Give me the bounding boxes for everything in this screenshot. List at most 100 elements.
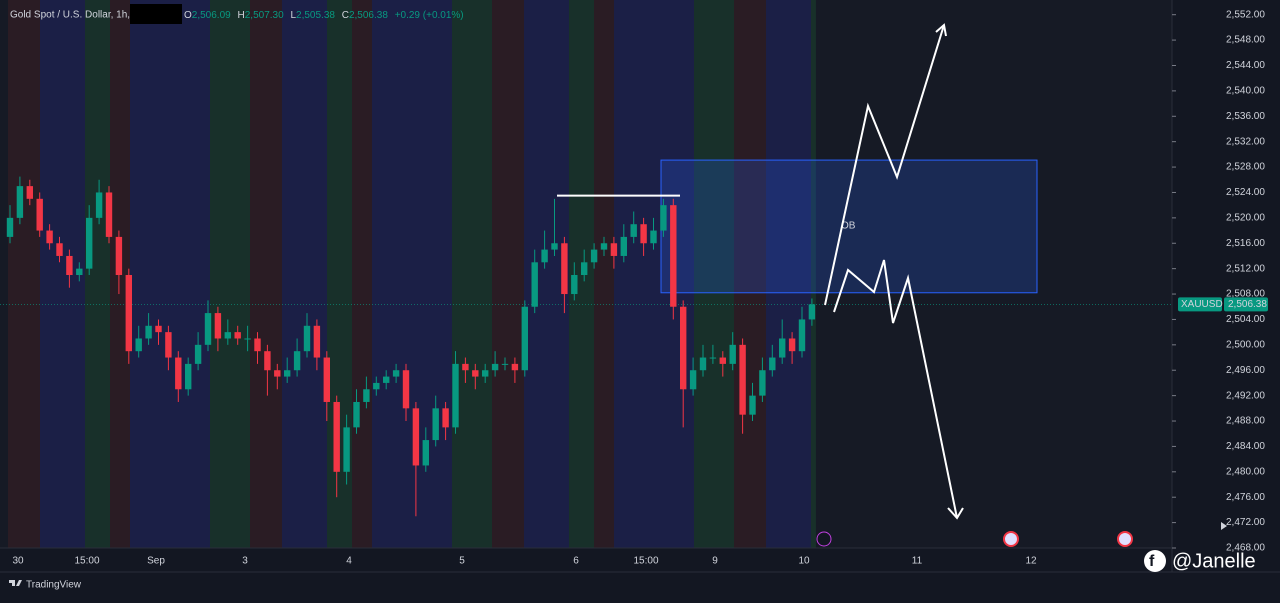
- candle-body: [482, 370, 489, 377]
- ohlc: O2,506.09 H2,507.30 L2,505.38 C2,506.38 …: [184, 10, 464, 21]
- bull-path: [824, 24, 945, 306]
- candle-body: [581, 262, 588, 275]
- candle-body: [798, 319, 806, 352]
- x-tick-label: 30: [12, 556, 24, 567]
- candle-body: [333, 401, 340, 472]
- x-tick-label: 6: [573, 556, 579, 567]
- candle-body: [86, 217, 93, 269]
- price-tag: [1224, 297, 1268, 312]
- candle-body: [412, 408, 420, 466]
- session-band: [250, 0, 282, 548]
- candle-body: [353, 401, 360, 428]
- candle-body: [670, 205, 677, 307]
- change: +0.29 (+0.01%): [395, 10, 464, 21]
- candle-body: [194, 344, 202, 364]
- candle-body: [76, 268, 83, 275]
- candle-body: [95, 192, 103, 218]
- y-tick-label: 2,524.00: [1226, 187, 1265, 198]
- candle-body: [571, 275, 578, 295]
- logo: [9, 580, 22, 586]
- candle-body: [373, 382, 380, 390]
- label: C: [342, 10, 349, 21]
- candle-body: [145, 325, 152, 339]
- label: O: [184, 10, 192, 21]
- candle-body: [620, 236, 627, 256]
- session-band: [417, 0, 452, 548]
- x-tick-label: 15:00: [633, 556, 658, 567]
- candle-body: [600, 243, 608, 250]
- candle-body: [769, 357, 776, 371]
- session-band: [694, 0, 734, 548]
- candle-body: [531, 262, 538, 307]
- candle-body: [779, 338, 786, 358]
- y-tick-label: 2,512.00: [1226, 263, 1265, 274]
- y-tick-label: 2,516.00: [1226, 238, 1265, 249]
- candle-body: [234, 332, 241, 339]
- candle-body: [749, 395, 756, 415]
- candle-body: [155, 325, 162, 333]
- x-tick-label: 3: [242, 556, 248, 567]
- x-tick-label: Sep: [147, 556, 165, 567]
- candle-body: [660, 205, 667, 231]
- candle-body: [709, 357, 717, 359]
- candle-body: [185, 363, 192, 390]
- candle-body: [699, 357, 707, 371]
- session-band: [811, 0, 816, 548]
- candle-body: [541, 249, 548, 263]
- footer: TradingView f @Janelle: [9, 550, 1256, 591]
- ob-label: OB: [841, 221, 856, 232]
- candle-body: [135, 338, 142, 352]
- candle-body: [501, 363, 509, 365]
- candle-body: [284, 370, 291, 377]
- candle-body: [36, 198, 43, 231]
- candle-body: [214, 313, 222, 339]
- candle-body: [452, 363, 459, 428]
- session-band: [614, 0, 659, 548]
- session-band: [734, 0, 766, 548]
- y-tick-label: 2,496.00: [1226, 365, 1265, 376]
- candle-body: [689, 370, 697, 390]
- candle-body: [274, 370, 281, 377]
- candle-body: [590, 249, 598, 263]
- candle-body: [640, 224, 647, 244]
- session-band: [282, 0, 327, 548]
- y-tick-label: 2,552.00: [1226, 9, 1265, 20]
- y-tick-label: 2,536.00: [1226, 111, 1265, 122]
- watermark: @Janelle: [1172, 550, 1256, 572]
- candle-body: [46, 230, 53, 244]
- time-axis: [0, 548, 1172, 572]
- candle-body: [719, 357, 726, 364]
- candle-body: [650, 230, 657, 244]
- candle-body: [561, 243, 568, 295]
- scroll-button[interactable]: [1221, 522, 1227, 530]
- candle-body: [293, 351, 301, 371]
- session-band: [8, 0, 40, 548]
- y-tick-label: 2,504.00: [1226, 314, 1265, 325]
- symbol-tag: XAUUSD: [1181, 299, 1223, 310]
- event-icon: [1117, 531, 1133, 547]
- session-band: [766, 0, 811, 548]
- candle-body: [343, 427, 350, 472]
- label: L: [290, 10, 296, 21]
- facebook-f: f: [1149, 553, 1155, 570]
- candle-body: [630, 224, 637, 237]
- bear-path: [833, 259, 958, 519]
- y-tick-label: 2,480.00: [1226, 466, 1265, 477]
- candle-body: [105, 192, 113, 237]
- candle-body: [56, 243, 63, 256]
- value: 2,507.30: [245, 10, 284, 21]
- price-tag: [1178, 297, 1222, 312]
- session-band: [492, 0, 524, 548]
- y-tick-label: 2,532.00: [1226, 136, 1265, 147]
- candle-body: [808, 304, 816, 320]
- header: Gold Spot / U.S. Dollar, 1h, O2,506.09 H…: [10, 4, 464, 24]
- y-tick-label: 2,548.00: [1226, 35, 1265, 46]
- x-tick-label: 10: [798, 556, 810, 567]
- candle-body: [313, 325, 321, 358]
- session-band: [372, 0, 417, 548]
- session-band: [452, 0, 492, 548]
- candle-body: [472, 370, 479, 377]
- candle-body: [363, 389, 370, 402]
- y-tick-label: 2,520.00: [1226, 213, 1265, 224]
